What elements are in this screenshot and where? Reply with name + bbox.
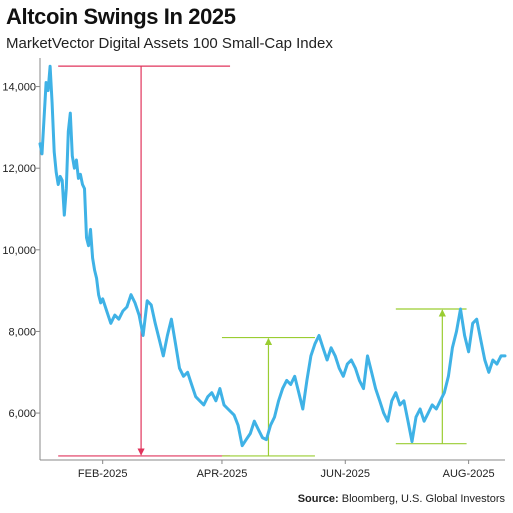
- y-tick-label: 8,000: [8, 326, 36, 338]
- axes-layer: 6,000 8,000 10,000 12,000 14,000 FEB-2025 APR-…: [2, 58, 505, 480]
- y-tick-label: 6,000: [8, 408, 36, 420]
- x-tick-label: FEB-2025: [78, 468, 128, 480]
- index-line: [38, 64, 507, 448]
- y-tick-label: 12,000: [2, 163, 36, 175]
- chart-subtitle: MarketVector Digital Assets 100 Small-Ca…: [6, 35, 333, 52]
- source-label: Source:: [297, 493, 339, 505]
- source-text: Bloomberg, U.S. Global Investors: [341, 493, 505, 505]
- y-tick-label: 10,000: [2, 245, 36, 257]
- x-tick-label: AUG-2025: [443, 468, 495, 480]
- annotations-layer: [58, 65, 467, 457]
- series-layer: [38, 64, 507, 448]
- x-tick-label: APR-2025: [197, 468, 248, 480]
- x-tick-label: JUN-2025: [321, 468, 371, 480]
- y-tick-label: 14,000: [2, 82, 36, 94]
- source-note: Source: Bloomberg, U.S. Global Investors: [298, 493, 505, 505]
- chart-title: Altcoin Swings In 2025: [6, 4, 236, 29]
